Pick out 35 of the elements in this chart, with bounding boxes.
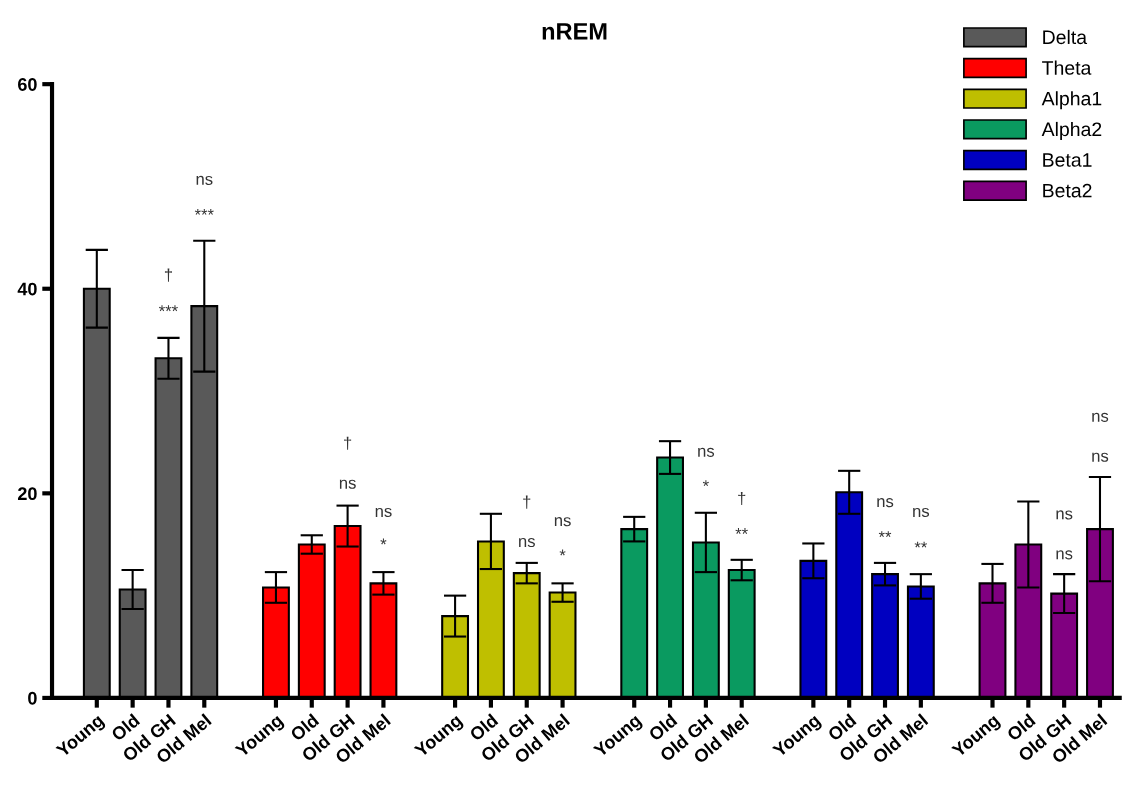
annotation: **	[878, 531, 892, 538]
annotation: †	[344, 436, 352, 450]
annotation: ns	[1056, 550, 1073, 560]
y-tick-label: 40	[17, 282, 37, 296]
annotation: ns	[339, 479, 356, 489]
annotation: *	[380, 538, 387, 545]
annotation: ns	[196, 175, 213, 185]
annotation: ns	[1092, 452, 1109, 462]
annotation: †	[523, 495, 531, 509]
annotation: **	[735, 528, 748, 534]
annotation: ns	[1092, 412, 1109, 422]
annotation: ***	[159, 305, 178, 312]
annotation: ns	[913, 507, 930, 518]
legend-label: Theta	[1042, 60, 1092, 75]
annotation: ***	[194, 208, 214, 215]
annotation: ns	[375, 507, 392, 518]
y-tick-label: 0	[28, 691, 37, 705]
chart-title: nREM	[542, 23, 607, 40]
annotation: ns	[1056, 510, 1073, 520]
legend-label: Alpha2	[1041, 121, 1102, 141]
annotation: †	[738, 491, 746, 506]
annotation: ns	[519, 537, 535, 548]
annotation: **	[914, 541, 928, 548]
annotation: ns	[554, 517, 571, 527]
legend-label: Beta2	[1043, 183, 1092, 198]
legend-label: Delta	[1043, 29, 1088, 45]
annotation: ns	[877, 498, 894, 508]
legend-label: Alpha1	[1041, 91, 1102, 110]
y-tick-label: 20	[17, 487, 37, 501]
annotation: *	[559, 549, 566, 556]
annotation: †	[164, 268, 172, 282]
annotation: *	[702, 480, 709, 487]
legend-label: Beta1	[1043, 153, 1092, 167]
y-tick-label: 60	[18, 78, 37, 91]
annotation: ns	[698, 447, 715, 457]
